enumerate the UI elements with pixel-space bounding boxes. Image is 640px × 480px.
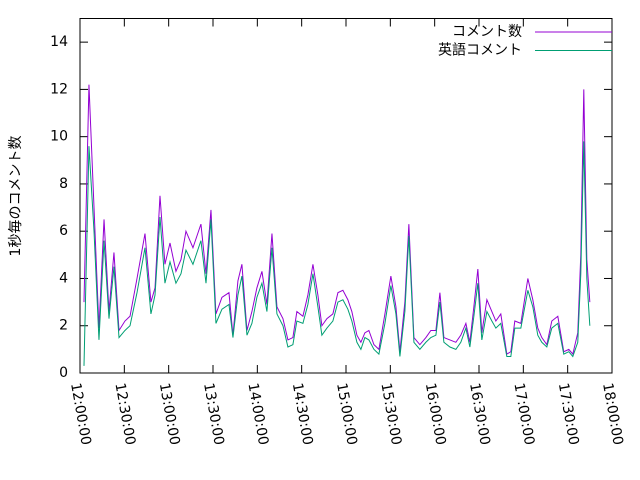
y-tick-label: 8 bbox=[59, 176, 68, 192]
x-tick-label: 17:30:00 bbox=[555, 382, 582, 447]
y-axis-label: 1秒毎のコメント数 bbox=[8, 136, 24, 257]
series-line bbox=[83, 84, 591, 356]
x-tick-label: 16:30:00 bbox=[466, 382, 493, 447]
legend-label: 英語コメント bbox=[438, 42, 522, 59]
x-tick-label: 13:00:00 bbox=[156, 382, 183, 447]
x-tick-label: 18:00:00 bbox=[599, 382, 626, 447]
x-tick-label: 12:00:00 bbox=[67, 382, 94, 447]
y-tick-label: 12 bbox=[50, 81, 68, 97]
x-tick-label: 13:30:00 bbox=[200, 382, 227, 447]
x-tick-label: 15:30:00 bbox=[377, 382, 404, 447]
legend-label: コメント数 bbox=[452, 24, 522, 40]
y-tick-label: 0 bbox=[59, 365, 68, 381]
x-tick-label: 14:30:00 bbox=[289, 382, 316, 447]
x-tick-label: 12:30:00 bbox=[111, 382, 138, 447]
y-tick-label: 14 bbox=[50, 34, 68, 50]
y-tick-label: 2 bbox=[59, 318, 68, 334]
x-tick-label: 15:00:00 bbox=[333, 382, 360, 447]
y-tick-label: 10 bbox=[50, 129, 68, 145]
x-tick-label: 16:00:00 bbox=[422, 382, 449, 447]
x-tick-label: 14:00:00 bbox=[244, 382, 271, 447]
series-line bbox=[83, 141, 591, 366]
y-tick-label: 4 bbox=[59, 270, 68, 286]
y-tick-label: 6 bbox=[59, 223, 68, 239]
x-tick-label: 17:00:00 bbox=[510, 382, 537, 447]
